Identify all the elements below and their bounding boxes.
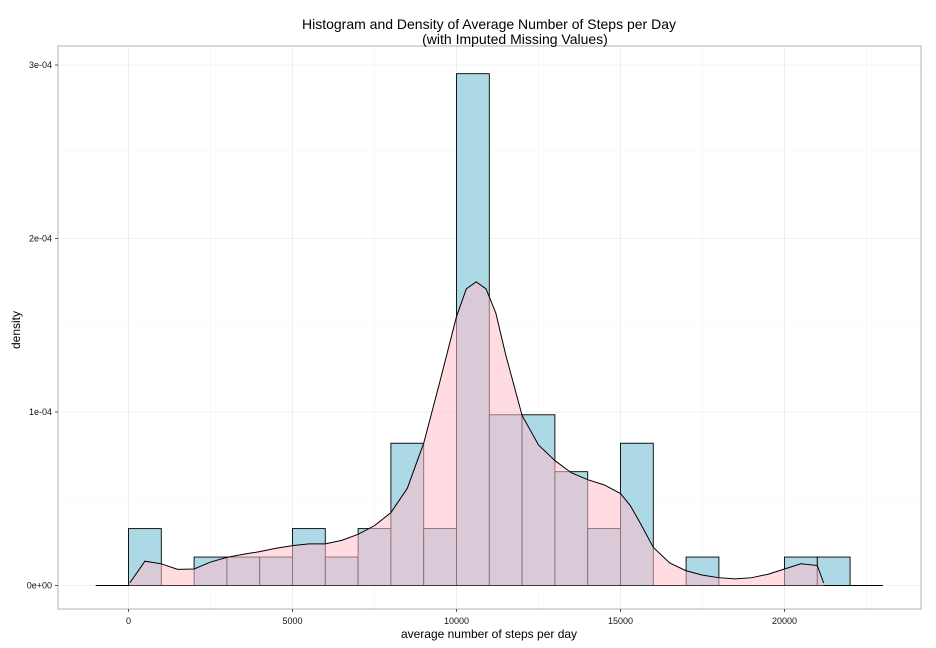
y-tick-label: 3e-04 [29, 60, 52, 70]
y-tick-label: 1e-04 [29, 407, 52, 417]
density-curve [129, 281, 825, 584]
chart-subtitle: (with Imputed Missing Values) [422, 31, 608, 47]
y-axis-title: density [9, 311, 23, 349]
y-tick-label: 2e-04 [29, 234, 52, 244]
chart-title: Histogram and Density of Average Number … [302, 16, 676, 32]
density-area [129, 281, 825, 586]
x-tick-label: 15000 [608, 616, 633, 626]
x-tick-label: 20000 [772, 616, 797, 626]
y-tick-label: 0e+00 [27, 581, 52, 591]
x-axis-title: average number of steps per day [401, 627, 577, 641]
density-fill [129, 281, 824, 586]
x-tick-label: 0 [126, 616, 131, 626]
x-tick-label: 5000 [282, 616, 302, 626]
x-tick-label: 10000 [444, 616, 469, 626]
axis-ticks: 0 5000 10000 15000 20000 0e+00 1e-04 2e-04 3e-04 [27, 60, 797, 626]
panel-border [57, 45, 922, 610]
